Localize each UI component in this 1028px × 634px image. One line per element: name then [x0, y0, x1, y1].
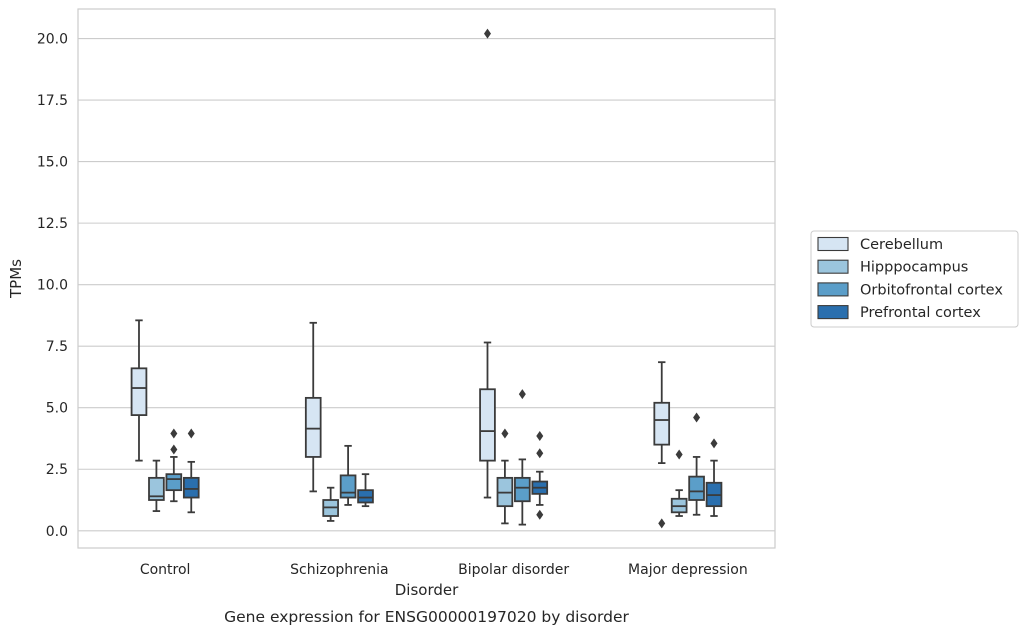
legend-swatch: [817, 305, 849, 320]
plot-frame: [77, 8, 776, 549]
box-body: [339, 474, 357, 499]
y-tick-label: 10.0: [37, 278, 68, 294]
legend-swatch: [817, 236, 849, 252]
outlier-point: [658, 518, 666, 529]
x-axis-label: Disorder: [395, 581, 459, 599]
outlier-point: [518, 389, 526, 400]
legend-label: Hipppocampus: [860, 260, 968, 276]
legend-label: Cerebellum: [860, 237, 943, 253]
box-body: [653, 401, 671, 446]
plot-background: [78, 9, 775, 548]
box-cerebellum-0: [130, 319, 148, 462]
box-body: [514, 476, 531, 503]
box-series: [130, 28, 723, 529]
y-tick-label: 2.5: [46, 462, 68, 478]
legend-frame: [810, 230, 1019, 328]
x-tick-label: Bipolar disorder: [458, 562, 569, 578]
x-tick-label: Schizophrenia: [290, 562, 388, 578]
x-tick-label: Major depression: [628, 562, 748, 578]
box-cerebellum-2: [479, 28, 496, 499]
outlier-point: [693, 412, 701, 423]
box-hipppocampus-2: [496, 428, 514, 525]
box-orbitofrontal-cortex-3: [688, 412, 705, 516]
y-tick-label: 12.5: [37, 216, 68, 232]
box-orbitofrontal-cortex-0: [165, 428, 183, 503]
box-orbitofrontal-cortex-1: [339, 444, 357, 506]
y-axis-label: TPMs: [7, 259, 25, 299]
outlier-point: [170, 444, 178, 455]
box-body: [357, 489, 374, 504]
outlier-point: [483, 28, 491, 39]
box-hipppocampus-0: [148, 459, 165, 512]
box-body: [148, 476, 165, 501]
box-prefrontal-cortex-2: [531, 431, 549, 520]
box-hipppocampus-3: [670, 449, 688, 517]
outlier-point: [536, 448, 544, 459]
y-tick-label: 5.0: [46, 401, 68, 417]
legend-label: Orbitofrontal cortex: [860, 282, 1003, 298]
box-orbitofrontal-cortex-2: [514, 389, 531, 526]
y-tick-label: 20.0: [37, 32, 68, 48]
y-tick-label: 0.0: [46, 524, 68, 540]
outlier-point: [675, 449, 683, 460]
y-tick-label: 15.0: [37, 155, 68, 171]
outlier-point: [170, 428, 178, 439]
outlier-point: [501, 428, 509, 439]
box-body: [688, 475, 705, 501]
x-tick-labels: Control Schizophrenia Bipolar disorder Majo…: [140, 562, 748, 578]
outlier-point: [187, 428, 195, 439]
y-tick-labels: 0.0 2.5 5.0 7.5 10.0 12.5 15.0 17.5 20.0: [37, 32, 68, 540]
outlier-point: [536, 431, 544, 442]
box-body: [165, 473, 183, 492]
box-body: [130, 367, 148, 416]
box-cerebellum-3: [653, 361, 671, 529]
box-body: [479, 388, 496, 462]
box-prefrontal-cortex-0: [182, 428, 200, 514]
y-tick-label: 17.5: [37, 93, 68, 109]
x-tick-label: Control: [140, 562, 191, 578]
outlier-point: [536, 509, 544, 520]
box-hipppocampus-1: [322, 486, 339, 522]
box-body: [304, 396, 322, 458]
y-gridlines: [78, 37, 775, 532]
outlier-point: [710, 438, 718, 449]
box-body: [182, 476, 200, 499]
box-cerebellum-1: [304, 321, 322, 493]
legend: Cerebellum Hipppocampus Orbitofrontal cort…: [810, 230, 1019, 328]
chart-caption: Gene expression for ENSG00000197020 by d…: [224, 608, 629, 626]
legend-swatch: [817, 282, 849, 297]
legend-label: Prefrontal cortex: [860, 305, 981, 321]
box-prefrontal-cortex-1: [357, 473, 374, 508]
box-prefrontal-cortex-3: [705, 438, 723, 517]
legend-swatch: [817, 259, 849, 274]
y-tick-label: 7.5: [46, 339, 68, 355]
